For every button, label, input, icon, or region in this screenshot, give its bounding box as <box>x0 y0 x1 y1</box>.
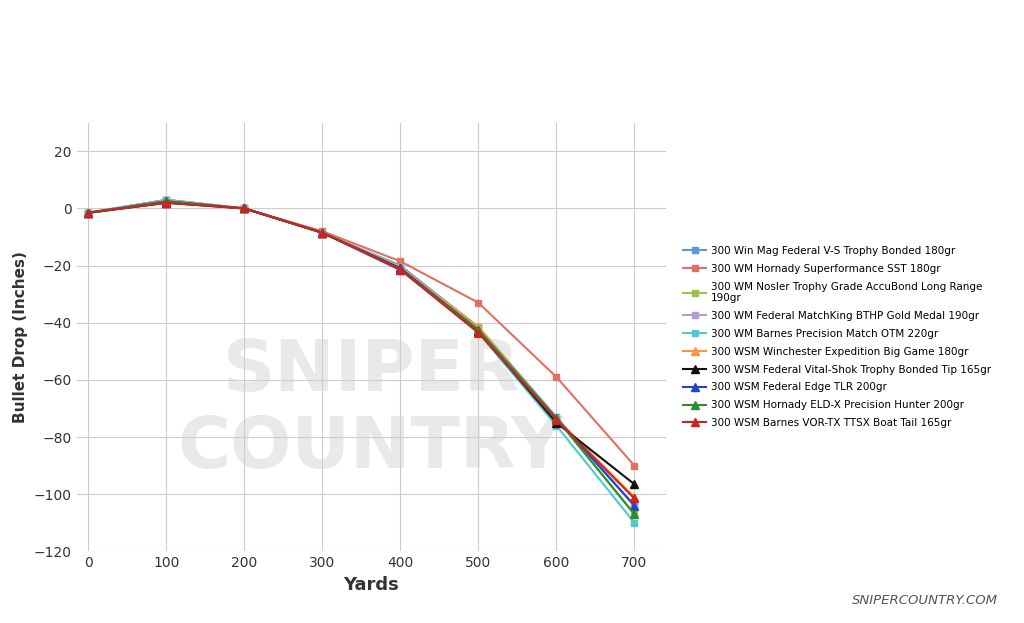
300 WM Nosler Trophy Grade AccuBond Long Range
190gr <box>629 510 641 518</box>
300 WM Nosler Trophy Grade AccuBond Long Range
190gr <box>161 196 173 204</box>
300 WM Federal MatchKing BTHP Gold Medal 190gr <box>82 209 94 216</box>
Line: 300 WM Hornady Superformance SST 180gr: 300 WM Hornady Superformance SST 180gr <box>85 196 638 469</box>
300 WM Federal MatchKing BTHP Gold Medal 190gr <box>316 229 329 237</box>
Y-axis label: Bullet Drop (Inches): Bullet Drop (Inches) <box>13 251 29 423</box>
300 WSM Federal Edge TLR 200gr <box>316 229 329 237</box>
300 WSM Federal Vital-Shok Trophy Bonded Tip 165gr <box>161 199 173 206</box>
300 WSM Winchester Expedition Big Game 180gr <box>82 209 94 216</box>
300 WSM Hornady ELD-X Precision Hunter 200gr <box>550 415 562 422</box>
300 WM Federal MatchKing BTHP Gold Medal 190gr <box>394 265 407 272</box>
300 WM Barnes Precision Match OTM 220gr <box>550 422 562 429</box>
300 WM Barnes Precision Match OTM 220gr <box>161 197 173 205</box>
300 WM Barnes Precision Match OTM 220gr <box>629 519 641 526</box>
300 WSM Federal Vital-Shok Trophy Bonded Tip 165gr <box>239 205 251 212</box>
300 WSM Barnes VOR-TX TTSX Boat Tail 165gr <box>239 205 251 212</box>
300 WSM Winchester Expedition Big Game 180gr <box>316 229 329 237</box>
300 WSM Hornady ELD-X Precision Hunter 200gr <box>394 266 407 273</box>
300 WSM Winchester Expedition Big Game 180gr <box>629 493 641 501</box>
Line: 300 WSM Federal Edge TLR 200gr: 300 WSM Federal Edge TLR 200gr <box>84 197 639 510</box>
300 WSM Federal Vital-Shok Trophy Bonded Tip 165gr <box>629 480 641 488</box>
Line: 300 WSM Federal Vital-Shok Trophy Bonded Tip 165gr: 300 WSM Federal Vital-Shok Trophy Bonded… <box>84 199 639 488</box>
300 WM Hornady Superformance SST 180gr <box>629 462 641 469</box>
300 WSM Barnes VOR-TX TTSX Boat Tail 165gr <box>82 209 94 216</box>
300 WM Barnes Precision Match OTM 220gr <box>316 229 329 237</box>
300 WM Barnes Precision Match OTM 220gr <box>82 209 94 216</box>
300 WSM Federal Edge TLR 200gr <box>239 205 251 212</box>
300 WM Nosler Trophy Grade AccuBond Long Range
190gr <box>394 264 407 271</box>
300 WSM Hornady ELD-X Precision Hunter 200gr <box>82 209 94 216</box>
300 WM Hornady Superformance SST 180gr <box>82 209 94 216</box>
300 Win Mag Federal V-S Trophy Bonded 180gr <box>239 205 251 212</box>
300 WSM Hornady ELD-X Precision Hunter 200gr <box>239 205 251 212</box>
300 Win Mag Federal V-S Trophy Bonded 180gr <box>629 502 641 510</box>
300 Win Mag Federal V-S Trophy Bonded 180gr <box>550 413 562 421</box>
300 WM Barnes Precision Match OTM 220gr <box>239 205 251 212</box>
300 WSM Winchester Expedition Big Game 180gr <box>239 205 251 212</box>
300 WSM Winchester Expedition Big Game 180gr <box>472 323 484 331</box>
300 WSM Federal Edge TLR 200gr <box>629 502 641 510</box>
300 WSM Hornady ELD-X Precision Hunter 200gr <box>316 229 329 237</box>
300 WSM Federal Vital-Shok Trophy Bonded Tip 165gr <box>394 265 407 272</box>
300 Win Mag Federal V-S Trophy Bonded 180gr <box>472 323 484 331</box>
Line: 300 WM Barnes Precision Match OTM 220gr: 300 WM Barnes Precision Match OTM 220gr <box>85 198 638 526</box>
300 Win Mag Federal V-S Trophy Bonded 180gr <box>316 229 329 237</box>
300 WM Nosler Trophy Grade AccuBond Long Range
190gr <box>239 205 251 212</box>
300 WSM Hornady ELD-X Precision Hunter 200gr <box>161 197 173 205</box>
300 WM Nosler Trophy Grade AccuBond Long Range
190gr <box>550 415 562 422</box>
300 WSM Barnes VOR-TX TTSX Boat Tail 165gr <box>550 416 562 424</box>
Line: 300 WSM Hornady ELD-X Precision Hunter 200gr: 300 WSM Hornady ELD-X Precision Hunter 2… <box>84 197 639 518</box>
300 WSM Federal Edge TLR 200gr <box>82 209 94 216</box>
Line: 300 WSM Winchester Expedition Big Game 180gr: 300 WSM Winchester Expedition Big Game 1… <box>84 199 639 502</box>
300 WSM Barnes VOR-TX TTSX Boat Tail 165gr <box>394 266 407 273</box>
300 Win Mag Federal V-S Trophy Bonded 180gr <box>394 262 407 269</box>
300 WM Federal MatchKing BTHP Gold Medal 190gr <box>239 205 251 212</box>
300 WM Barnes Precision Match OTM 220gr <box>472 329 484 336</box>
300 WSM Winchester Expedition Big Game 180gr <box>161 199 173 206</box>
X-axis label: Yards: Yards <box>343 576 399 594</box>
300 WM Hornady Superformance SST 180gr <box>239 205 251 212</box>
300 WM Hornady Superformance SST 180gr <box>472 299 484 307</box>
300 Win Mag Federal V-S Trophy Bonded 180gr <box>82 209 94 216</box>
300 WSM Federal Vital-Shok Trophy Bonded Tip 165gr <box>550 419 562 427</box>
Legend: 300 Win Mag Federal V-S Trophy Bonded 180gr, 300 WM Hornady Superformance SST 18: 300 Win Mag Federal V-S Trophy Bonded 18… <box>683 246 991 428</box>
300 WM Federal MatchKing BTHP Gold Medal 190gr <box>550 415 562 422</box>
300 WSM Federal Edge TLR 200gr <box>550 415 562 422</box>
300 WM Nosler Trophy Grade AccuBond Long Range
190gr <box>82 209 94 216</box>
300 WSM Barnes VOR-TX TTSX Boat Tail 165gr <box>629 495 641 502</box>
300 Win Mag Federal V-S Trophy Bonded 180gr <box>161 196 173 204</box>
300 WM Nosler Trophy Grade AccuBond Long Range
190gr <box>316 229 329 237</box>
Line: 300 Win Mag Federal V-S Trophy Bonded 180gr: 300 Win Mag Federal V-S Trophy Bonded 18… <box>85 196 638 509</box>
300 WM Hornady Superformance SST 180gr <box>316 227 329 235</box>
Text: COUNTRY: COUNTRY <box>178 414 564 483</box>
300 WSM Hornady ELD-X Precision Hunter 200gr <box>629 510 641 518</box>
300 WSM Hornady ELD-X Precision Hunter 200gr <box>472 326 484 334</box>
300 WSM Barnes VOR-TX TTSX Boat Tail 165gr <box>472 329 484 336</box>
Line: 300 WM Federal MatchKing BTHP Gold Medal 190gr: 300 WM Federal MatchKing BTHP Gold Medal… <box>85 196 638 509</box>
300 WSM Winchester Expedition Big Game 180gr <box>394 264 407 271</box>
Line: 300 WSM Barnes VOR-TX TTSX Boat Tail 165gr: 300 WSM Barnes VOR-TX TTSX Boat Tail 165… <box>84 199 639 503</box>
300 WSM Federal Vital-Shok Trophy Bonded Tip 165gr <box>316 229 329 237</box>
300 WM Federal MatchKing BTHP Gold Medal 190gr <box>472 326 484 334</box>
Text: SNIPERCOUNTRY.COM: SNIPERCOUNTRY.COM <box>852 594 998 607</box>
300 WM Federal MatchKing BTHP Gold Medal 190gr <box>629 502 641 510</box>
300 WM Nosler Trophy Grade AccuBond Long Range
190gr <box>472 323 484 331</box>
300 WM Federal MatchKing BTHP Gold Medal 190gr <box>161 196 173 204</box>
Line: 300 WM Nosler Trophy Grade AccuBond Long Range
190gr: 300 WM Nosler Trophy Grade AccuBond Long… <box>85 196 638 518</box>
300 WSM Barnes VOR-TX TTSX Boat Tail 165gr <box>316 229 329 237</box>
300 WM Barnes Precision Match OTM 220gr <box>394 265 407 272</box>
300 WSM Federal Vital-Shok Trophy Bonded Tip 165gr <box>82 209 94 216</box>
300 WM Hornady Superformance SST 180gr <box>161 196 173 204</box>
300 WSM Federal Edge TLR 200gr <box>394 265 407 272</box>
Text: LONG RANGE TRAJECTORY: LONG RANGE TRAJECTORY <box>104 21 920 75</box>
300 WSM Barnes VOR-TX TTSX Boat Tail 165gr <box>161 199 173 206</box>
300 WM Hornady Superformance SST 180gr <box>394 257 407 265</box>
300 WSM Winchester Expedition Big Game 180gr <box>550 415 562 422</box>
Text: SNIPER: SNIPER <box>222 337 520 406</box>
300 WM Hornady Superformance SST 180gr <box>550 373 562 381</box>
300 WSM Federal Vital-Shok Trophy Bonded Tip 165gr <box>472 328 484 335</box>
300 WSM Federal Edge TLR 200gr <box>161 197 173 205</box>
300 WSM Federal Edge TLR 200gr <box>472 326 484 334</box>
